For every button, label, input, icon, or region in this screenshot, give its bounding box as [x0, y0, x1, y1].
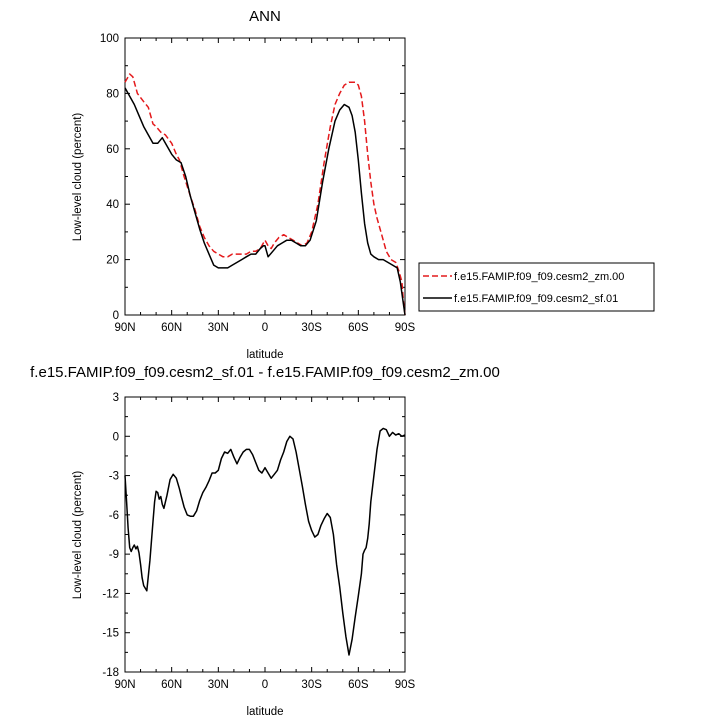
x-tick-label: 60S	[348, 679, 369, 691]
x-tick-label: 30N	[208, 322, 229, 334]
y-tick-label: 0	[113, 431, 119, 443]
x-axis-label: latitude	[246, 706, 283, 718]
y-ticks: 3 0 -3 -6 -9 -12 -15 -18	[102, 392, 405, 679]
series-line-0	[124, 427, 406, 656]
y-tick-label: 3	[113, 392, 119, 404]
y-tick-label: 20	[106, 255, 119, 267]
x-tick-label: 60N	[161, 322, 182, 334]
series-line-0	[124, 73, 406, 316]
y-tick-label: 0	[113, 310, 119, 322]
x-tick-label: 0	[262, 679, 268, 691]
legend: f.e15.FAMIP.f09_f09.cesm2_zm.00 f.e15.FA…	[418, 262, 655, 312]
y-tick-label: 80	[106, 88, 119, 100]
x-ticks: 90N 60N 30N 0 30S 60S 90S	[114, 397, 416, 691]
zonal-mean-chart: ANN 90N 60N 30N 0 30S 60S 90S 0 20 40 60 80 100 lat…	[72, 8, 655, 361]
x-tick-label: 60S	[348, 322, 369, 334]
legend-label-zm: f.e15.FAMIP.f09_f09.cesm2_zm.00	[454, 271, 624, 283]
y-tick-label: 40	[106, 199, 119, 211]
y-tick-label: -9	[109, 549, 119, 561]
x-tick-label: 30S	[301, 322, 322, 334]
y-tick-label: 100	[100, 33, 119, 45]
y-tick-label: -3	[109, 471, 119, 483]
x-tick-label: 0	[262, 322, 268, 334]
series-line-1	[124, 87, 406, 316]
y-axis-label: Low-level cloud (percent)	[72, 113, 84, 242]
x-tick-label: 90S	[395, 679, 416, 691]
difference-chart-title: f.e15.FAMIP.f09_f09.cesm2_sf.01 - f.e15.…	[30, 364, 500, 381]
y-tick-label: -12	[102, 588, 119, 600]
difference-chart: f.e15.FAMIP.f09_f09.cesm2_sf.01 - f.e15.…	[30, 364, 500, 718]
y-tick-label: 60	[106, 144, 119, 156]
x-axis-label: latitude	[246, 349, 283, 361]
x-tick-label: 90S	[395, 322, 416, 334]
x-tick-label: 90N	[114, 322, 135, 334]
x-tick-label: 30S	[301, 679, 322, 691]
chart-title: ANN	[249, 8, 281, 25]
x-tick-label: 60N	[161, 679, 182, 691]
legend-label-sf: f.e15.FAMIP.f09_f09.cesm2_sf.01	[454, 293, 618, 305]
y-axis-label: Low-level cloud (percent)	[72, 471, 84, 600]
y-tick-label: -15	[102, 628, 119, 640]
y-tick-label: -18	[102, 667, 119, 679]
legend-box	[418, 262, 655, 312]
series-lines	[124, 73, 406, 316]
y-tick-label: -6	[109, 510, 119, 522]
series-lines	[124, 427, 406, 656]
x-ticks: 90N 60N 30N 0 30S 60S 90S	[114, 38, 416, 334]
x-tick-label: 90N	[114, 679, 135, 691]
y-ticks: 0 20 40 60 80 100	[100, 33, 405, 322]
x-tick-label: 30N	[208, 679, 229, 691]
